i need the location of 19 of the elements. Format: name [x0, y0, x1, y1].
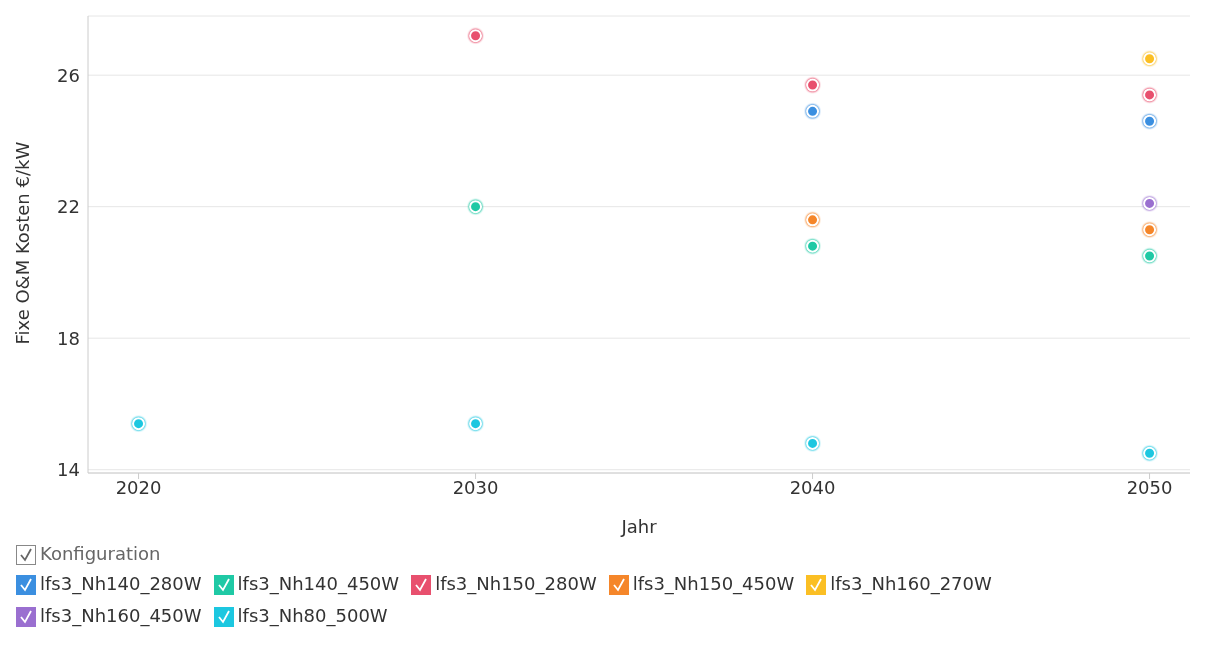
- legend-label: lfs3_Nh140_450W: [236, 573, 400, 595]
- legend-label: lfs3_Nh150_280W: [434, 573, 597, 595]
- y-tick-label: 22: [57, 196, 80, 218]
- y-tick-label: 18: [57, 327, 80, 349]
- legend-label: lfs3_Nh140_280W: [39, 573, 202, 595]
- x-tick-label: 2050: [1126, 476, 1173, 498]
- x-axis-title: Jahr: [620, 516, 658, 537]
- x-tick-label: 2040: [789, 476, 836, 498]
- legend-label: lfs3_Nh150_450W: [631, 573, 795, 595]
- x-tick-label: 2030: [452, 476, 499, 498]
- y-tick-label: 26: [57, 64, 80, 86]
- y-axis-title: Fixe O&M Kosten €/kW: [12, 141, 34, 345]
- x-tick-label: 2020: [115, 476, 162, 498]
- point: [469, 200, 483, 214]
- legend-label: lfs3_Nh160_270W: [829, 573, 992, 595]
- legend-label: lfs3_Nh80_500W: [236, 605, 388, 627]
- y-tick-label: 14: [57, 459, 80, 481]
- legend-title: Konfiguration: [39, 543, 162, 565]
- legend-label: lfs3_Nh160_450W: [39, 605, 202, 627]
